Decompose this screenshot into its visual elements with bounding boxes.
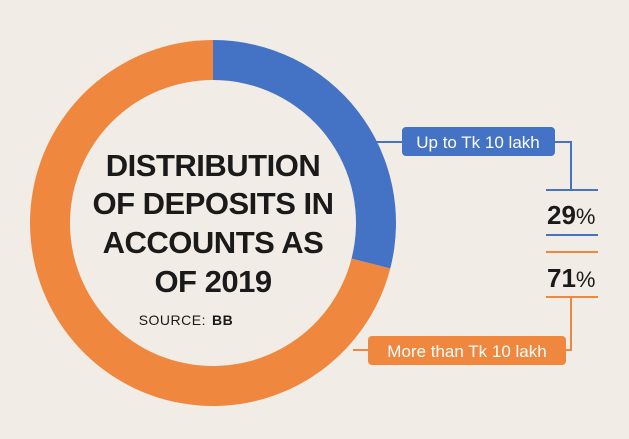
source-note: SOURCE: BB (139, 312, 233, 328)
pct-value-71: 71% (547, 263, 595, 293)
pct-block-29: 29% (546, 189, 598, 236)
label-more-than-10-lakh: More than Tk 10 lakh (387, 342, 546, 361)
title-line-4: OF 2019 (154, 264, 271, 299)
title-line-3: ACCOUNTS AS (103, 225, 324, 260)
slice-up-to-10-lakh (213, 40, 397, 269)
callout-up-to-10-lakh: Up to Tk 10 lakh (375, 127, 572, 190)
label-box-blue (402, 127, 555, 156)
pct-block-71: 71% (546, 251, 598, 298)
source-label: SOURCE: (139, 312, 206, 328)
title-line-1: DISTRIBUTION (106, 148, 320, 183)
label-box-orange (368, 336, 566, 365)
callout-more-than-10-lakh: More than Tk 10 lakh (353, 297, 572, 365)
leader-elbow-blue (555, 141, 572, 190)
chart-title: DISTRIBUTION OF DEPOSITS IN ACCOUNTS AS … (92, 148, 334, 299)
label-up-to-10-lakh: Up to Tk 10 lakh (416, 133, 539, 152)
source-name: BB (212, 312, 233, 328)
pct-value-29: 29% (547, 200, 595, 230)
leader-elbow-orange (566, 297, 572, 351)
title-line-2: OF DEPOSITS IN (92, 186, 333, 221)
